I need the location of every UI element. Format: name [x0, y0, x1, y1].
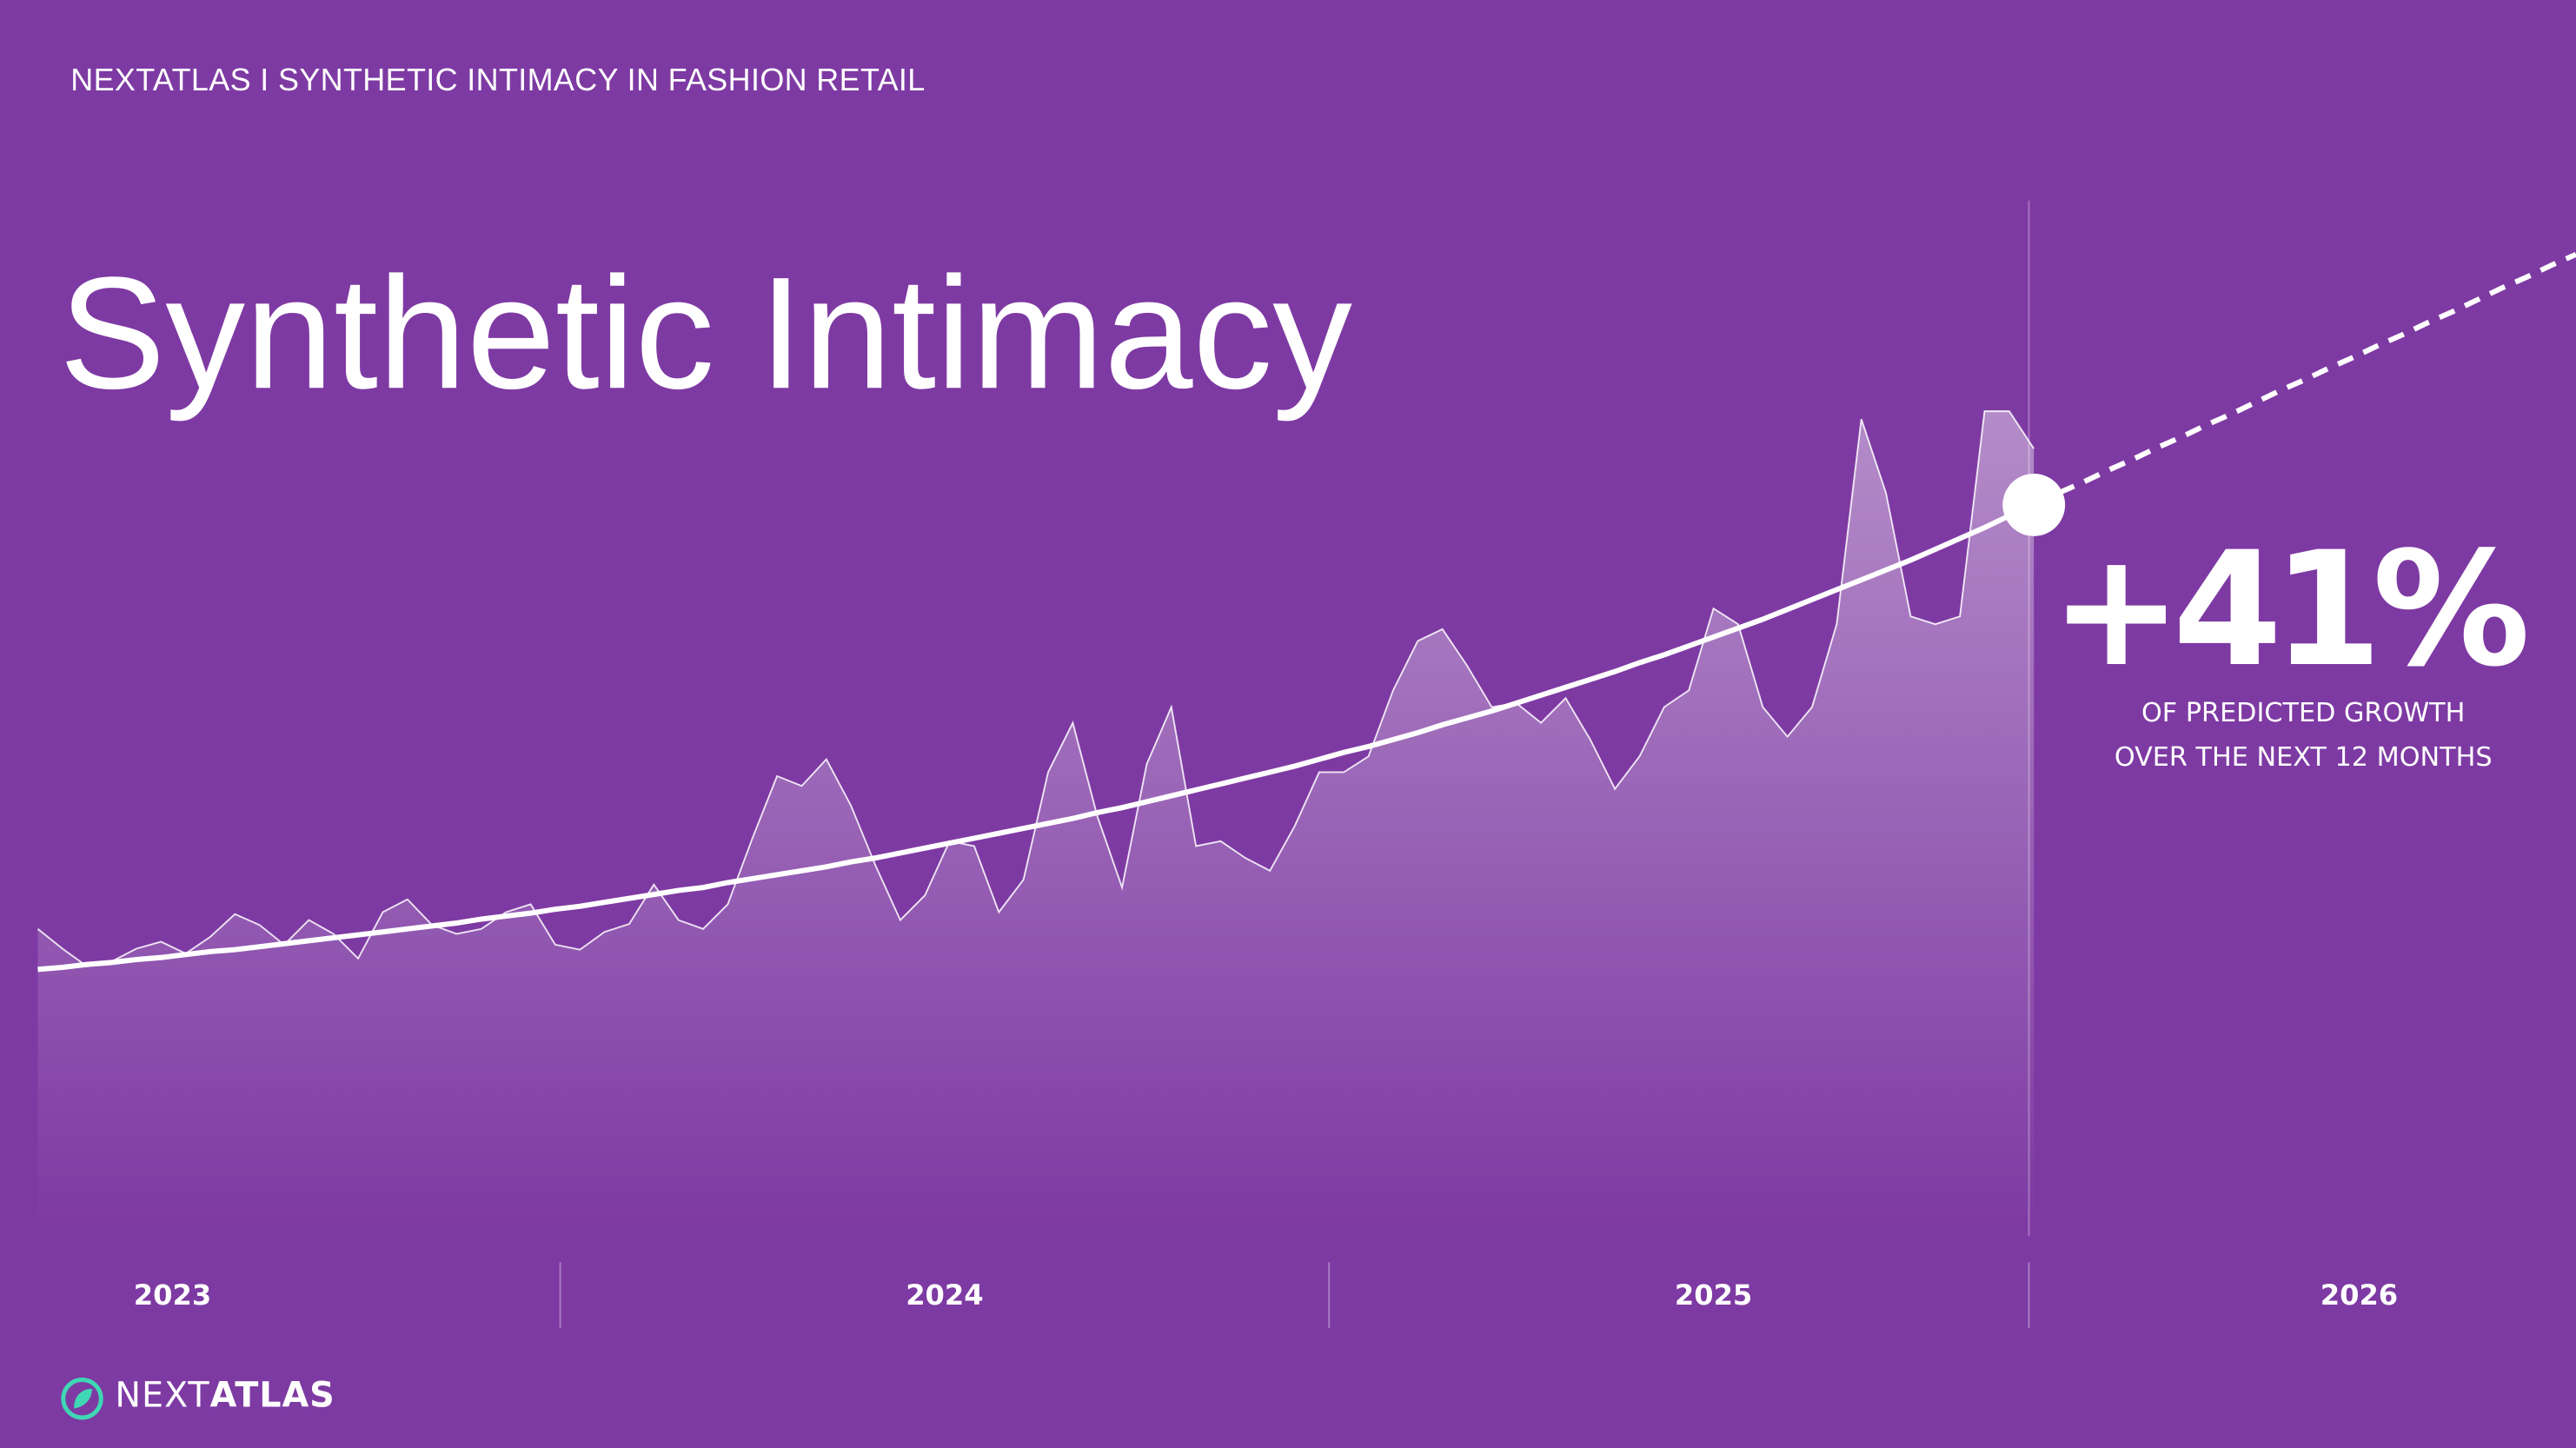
x-period-label: 2024	[906, 1279, 983, 1312]
brand-light: NEXT	[115, 1375, 210, 1416]
brand-bold: ATLAS	[209, 1375, 335, 1416]
x-period-label: 2026	[2320, 1279, 2398, 1312]
brand: NEXTATLAS	[115, 1376, 335, 1415]
growth-caption: OF PREDICTED GROWTH OVER THE NEXT 12 MON…	[2114, 696, 2493, 773]
chart-title: Synthetic Intimacy	[59, 242, 1352, 422]
trend-line	[37, 502, 2035, 973]
header: NEXTATLAS I SYNTHETIC INTIMACY IN FASHIO…	[70, 63, 926, 99]
logo-icon	[61, 1378, 103, 1420]
growth-stat: +41%	[2050, 517, 2530, 702]
x-period-label: 2023	[134, 1279, 211, 1312]
area-fill	[37, 411, 2035, 1233]
x-period-label: 2025	[1675, 1279, 1752, 1312]
forecast-line	[2032, 251, 2576, 508]
plot	[37, 251, 2576, 1233]
current-point	[2002, 473, 2066, 536]
